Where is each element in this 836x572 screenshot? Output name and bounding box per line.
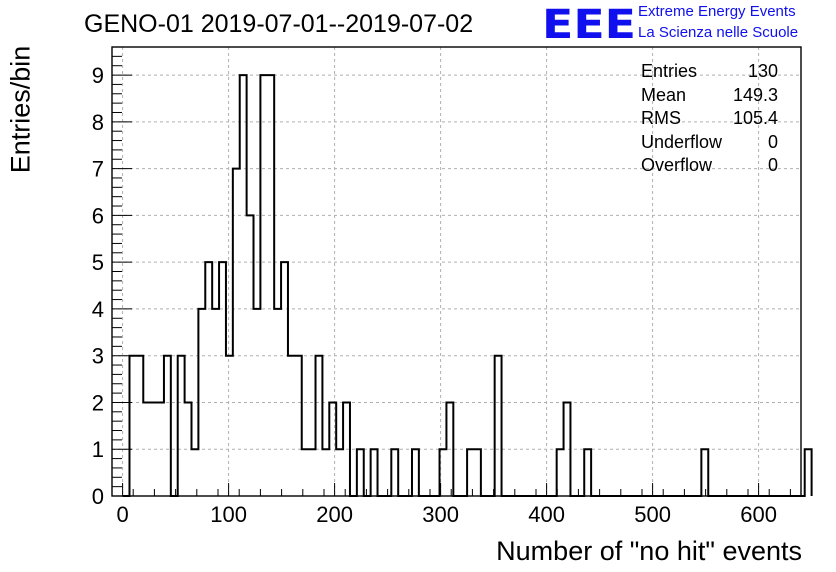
histogram-bin <box>584 449 591 496</box>
x-tick-label: 300 <box>422 502 459 527</box>
histogram-bin <box>495 356 502 496</box>
eee-logo: EEE <box>542 2 636 42</box>
histogram-bin <box>316 356 323 496</box>
histogram-bin <box>329 402 336 496</box>
histogram-bin <box>254 309 261 496</box>
tick-labels: 0 100 200 300 400 500 600 0 1 2 3 4 5 6 7 8 9 <box>92 63 777 527</box>
histogram-bin <box>288 356 295 496</box>
logo-line-2: La Scienza nelle Scuole <box>638 24 799 41</box>
histogram-bin <box>281 262 288 496</box>
histogram-bin <box>226 356 233 496</box>
x-tick-label: 600 <box>740 502 777 527</box>
histogram-bin <box>143 402 150 496</box>
histogram-bin <box>322 449 329 496</box>
histogram-bin <box>357 449 364 496</box>
histogram-bin <box>212 309 219 496</box>
stat-overflow: Overflow 0 <box>641 155 778 175</box>
y-tick-label: 9 <box>92 63 104 88</box>
histogram-bin <box>150 402 157 496</box>
x-tick-label: 400 <box>528 502 565 527</box>
histogram-bin <box>564 402 571 496</box>
histogram-bin <box>198 309 205 496</box>
histogram-bin <box>805 449 812 496</box>
histogram-bin <box>233 169 240 496</box>
y-tick-label: 2 <box>92 390 104 415</box>
y-tick-label: 0 <box>92 484 104 509</box>
histogram-bin <box>412 449 419 496</box>
y-tick-label: 4 <box>92 297 104 322</box>
histogram-bin <box>247 215 254 496</box>
svg-text:EEE: EEE <box>542 2 636 42</box>
histogram-bin <box>391 449 398 496</box>
histogram-bin <box>701 449 708 496</box>
histogram-bin <box>178 356 185 496</box>
histogram-bin <box>267 75 274 496</box>
x-tick-label: 500 <box>634 502 671 527</box>
stat-rms: RMS 105.4 <box>641 108 778 128</box>
y-tick-label: 8 <box>92 110 104 135</box>
histogram-bin <box>467 449 474 496</box>
histogram-bin <box>302 449 309 496</box>
logo-line-1: Extreme Energy Events <box>638 3 796 20</box>
histogram-bin <box>371 449 378 496</box>
histogram-bin <box>557 449 564 496</box>
histogram-bin <box>446 402 453 496</box>
histogram-bin <box>260 75 267 496</box>
histogram-bin <box>240 75 247 496</box>
histogram-bin <box>185 402 192 496</box>
histogram-bin <box>129 356 136 496</box>
stats-box: Entries 130 Mean 149.3 RMS 105.4 Underflow 0… <box>641 60 778 178</box>
histogram-bin <box>474 449 481 496</box>
stat-mean: Mean 149.3 <box>641 84 778 105</box>
histogram-bin <box>136 356 143 496</box>
y-tick-label: 1 <box>92 437 104 462</box>
y-tick-label: 6 <box>92 203 104 228</box>
histogram-bin <box>164 356 171 496</box>
histogram-bin <box>343 402 350 496</box>
histogram-bin <box>219 262 226 496</box>
histogram-bin <box>295 356 302 496</box>
histogram-bin <box>157 402 164 496</box>
chart-title: GENO-01 2019-07-01--2019-07-02 <box>84 10 474 38</box>
axis-ticks <box>111 46 791 497</box>
y-tick-label: 5 <box>92 250 104 275</box>
histogram-bin <box>274 309 281 496</box>
histogram-bin <box>309 449 316 496</box>
x-axis-label: Number of "no hit" events <box>496 536 802 566</box>
y-tick-label: 3 <box>92 344 104 369</box>
histogram-bin <box>336 449 343 496</box>
stat-underflow: Underflow 0 <box>641 131 778 152</box>
y-tick-label: 7 <box>92 157 104 182</box>
x-tick-label: 200 <box>316 502 353 527</box>
x-tick-label: 0 <box>116 502 128 527</box>
x-tick-label: 100 <box>210 502 247 527</box>
histogram-bin <box>192 449 199 496</box>
y-axis-label: Entries/bin <box>5 45 36 174</box>
stat-entries: Entries 130 <box>641 61 778 81</box>
histogram-bin <box>205 262 212 496</box>
